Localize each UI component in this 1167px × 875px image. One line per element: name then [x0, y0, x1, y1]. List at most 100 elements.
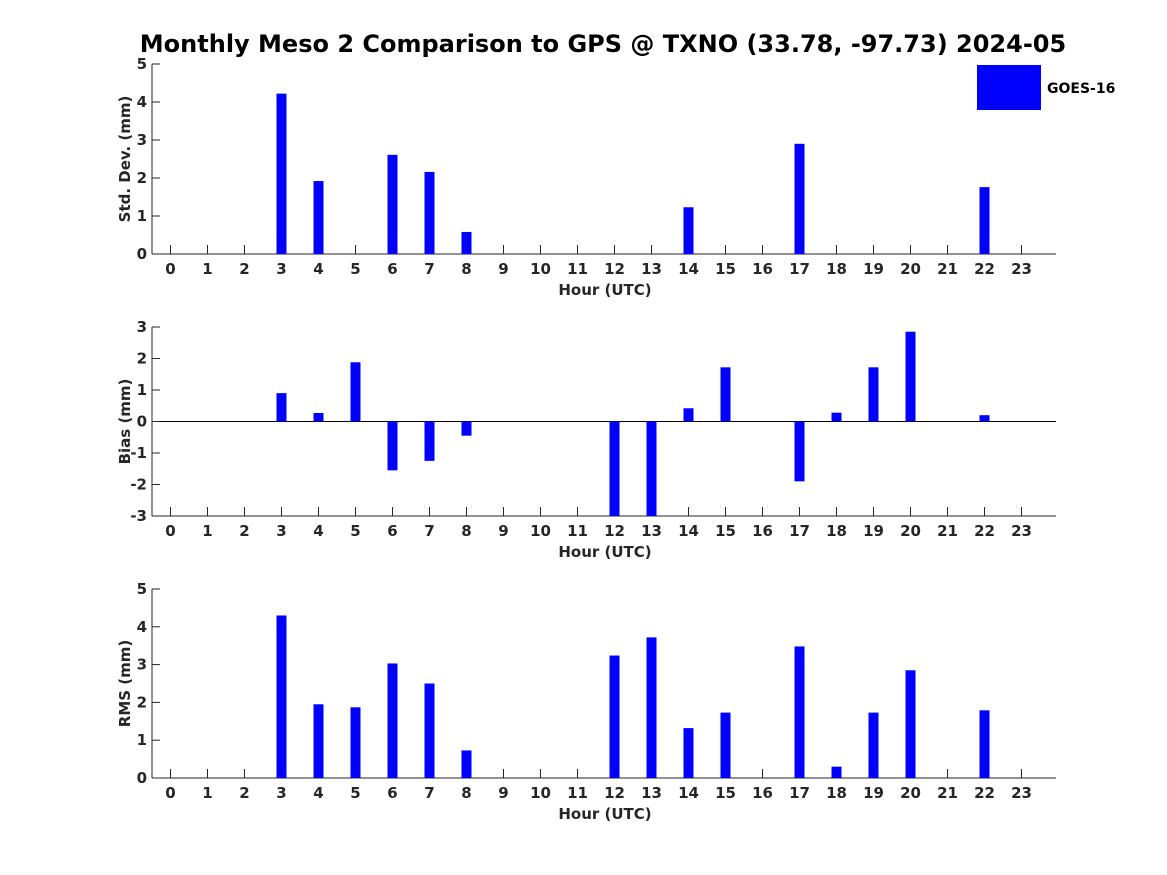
x-tick-label: 16 — [752, 522, 773, 540]
y-axis-label: Bias (mm) — [116, 379, 134, 465]
x-tick-label: 18 — [826, 260, 847, 278]
bar-hour-22 — [979, 415, 990, 422]
bar-hour-5 — [350, 707, 361, 778]
y-tick-label: 1 — [137, 207, 147, 225]
bar-hour-19 — [868, 367, 879, 422]
x-tick-label: 19 — [863, 784, 884, 802]
x-tick-label: 21 — [937, 522, 958, 540]
x-tick-label: 4 — [313, 522, 323, 540]
x-tick-label: 5 — [350, 784, 360, 802]
bar-hour-7 — [424, 683, 435, 778]
x-tick-label: 12 — [604, 784, 625, 802]
x-axis-label: Hour (UTC) — [558, 281, 651, 299]
x-tick-label: 15 — [715, 522, 736, 540]
chart-title: Monthly Meso 2 Comparison to GPS @ TXNO … — [140, 30, 1066, 58]
x-tick-label: 5 — [350, 260, 360, 278]
x-tick-label: 15 — [715, 784, 736, 802]
bar-hour-22 — [979, 710, 990, 778]
bar-hour-6 — [387, 421, 398, 471]
x-tick-label: 17 — [789, 784, 810, 802]
x-tick-label: 0 — [165, 260, 175, 278]
bar-hour-15 — [720, 712, 731, 778]
x-axis-label: Hour (UTC) — [558, 805, 651, 823]
x-tick-label: 1 — [202, 784, 212, 802]
y-tick-label: -2 — [130, 476, 147, 494]
x-tick-label: 18 — [826, 522, 847, 540]
x-tick-label: 21 — [937, 260, 958, 278]
bar-hour-7 — [424, 171, 435, 254]
y-tick-label: 2 — [137, 693, 147, 711]
x-tick-label: 6 — [387, 260, 397, 278]
x-tick-label: 11 — [567, 260, 588, 278]
bar-hour-6 — [387, 663, 398, 778]
x-tick-label: 7 — [424, 522, 434, 540]
x-tick-label: 7 — [424, 260, 434, 278]
x-tick-label: 0 — [165, 522, 175, 540]
y-tick-label: 0 — [137, 413, 147, 431]
bar-hour-8 — [461, 750, 472, 778]
x-tick-label: 8 — [461, 522, 471, 540]
x-tick-label: 22 — [974, 784, 995, 802]
y-tick-label: 2 — [137, 350, 147, 368]
legend-swatch — [977, 65, 1041, 110]
x-tick-label: 6 — [387, 522, 397, 540]
bar-hour-4 — [313, 704, 324, 778]
x-tick-label: 16 — [752, 260, 773, 278]
x-tick-label: 7 — [424, 784, 434, 802]
y-tick-label: 4 — [137, 618, 147, 636]
y-tick-label: 0 — [137, 245, 147, 263]
x-tick-label: 11 — [567, 784, 588, 802]
bar-hour-6 — [387, 154, 398, 254]
x-tick-label: 14 — [678, 784, 699, 802]
x-tick-label: 4 — [313, 784, 323, 802]
y-tick-label: 3 — [137, 656, 147, 674]
y-tick-label: 5 — [137, 580, 147, 598]
x-tick-label: 17 — [789, 522, 810, 540]
bar-hour-14 — [683, 207, 694, 254]
legend-label: GOES-16 — [1047, 81, 1115, 97]
bar-hour-18 — [831, 412, 842, 422]
x-tick-label: 2 — [239, 784, 249, 802]
legend: GOES-16 — [977, 65, 1115, 110]
y-tick-label: 4 — [137, 93, 147, 111]
x-tick-label: 19 — [863, 522, 884, 540]
x-tick-label: 3 — [276, 260, 286, 278]
x-tick-label: 23 — [1011, 784, 1032, 802]
y-tick-label: 1 — [137, 381, 147, 399]
x-tick-label: 0 — [165, 784, 175, 802]
x-tick-label: 23 — [1011, 260, 1032, 278]
y-tick-label: 0 — [137, 769, 147, 787]
x-tick-label: 1 — [202, 522, 212, 540]
bar-hour-22 — [979, 187, 990, 254]
bar-hour-20 — [905, 331, 916, 422]
bar-hour-4 — [313, 412, 324, 422]
x-tick-label: 13 — [641, 260, 662, 278]
y-tick-label: -1 — [130, 444, 147, 462]
x-tick-label: 9 — [498, 260, 508, 278]
x-tick-label: 14 — [678, 522, 699, 540]
y-axis-label: RMS (mm) — [116, 640, 134, 727]
bar-hour-19 — [868, 712, 879, 778]
bar-hour-3 — [276, 393, 287, 422]
x-tick-label: 5 — [350, 522, 360, 540]
x-tick-label: 10 — [530, 522, 551, 540]
x-tick-label: 23 — [1011, 522, 1032, 540]
x-tick-label: 15 — [715, 260, 736, 278]
x-tick-label: 10 — [530, 784, 551, 802]
x-tick-label: 1 — [202, 260, 212, 278]
x-tick-label: 14 — [678, 260, 699, 278]
y-axis-label: Std. Dev. (mm) — [116, 96, 134, 223]
y-tick-label: 3 — [137, 131, 147, 149]
x-tick-label: 22 — [974, 522, 995, 540]
bar-hour-13 — [646, 637, 657, 778]
bar-hour-14 — [683, 408, 694, 422]
x-tick-label: 3 — [276, 784, 286, 802]
x-tick-label: 2 — [239, 522, 249, 540]
bar-hour-20 — [905, 670, 916, 778]
x-tick-label: 21 — [937, 784, 958, 802]
x-tick-label: 16 — [752, 784, 773, 802]
y-tick-label: 2 — [137, 169, 147, 187]
bar-hour-12 — [609, 655, 620, 778]
